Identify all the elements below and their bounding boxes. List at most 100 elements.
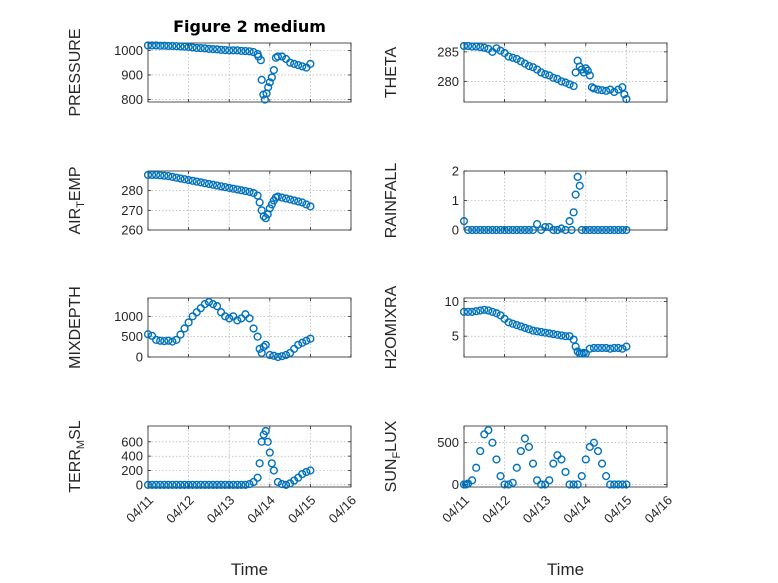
- data-point: [286, 195, 295, 204]
- data-point: [557, 224, 566, 233]
- data-point: [212, 181, 222, 190]
- data-point: [593, 85, 603, 94]
- data-point: [160, 171, 169, 180]
- axes-frame: [463, 425, 668, 488]
- data-point: [601, 225, 611, 235]
- data-point: [545, 329, 554, 338]
- data-point: [583, 66, 592, 75]
- series-markers: [143, 297, 315, 362]
- data-point: [508, 319, 517, 328]
- data-point: [581, 349, 590, 358]
- data-point: [269, 65, 278, 75]
- data-point: [597, 459, 607, 468]
- data-point: [204, 44, 214, 54]
- data-point: [176, 480, 185, 489]
- data-point: [484, 426, 493, 435]
- y-tick-label: 280: [437, 74, 459, 89]
- data-point: [569, 480, 578, 489]
- data-point: [156, 41, 165, 50]
- data-point: [508, 478, 517, 487]
- data-point: [459, 307, 469, 316]
- y-axis-label: H2OMIXRA: [383, 285, 400, 369]
- data-point: [294, 61, 303, 70]
- axes-frame: [147, 170, 352, 231]
- data-point: [476, 306, 485, 315]
- axes-frame: [147, 425, 352, 488]
- data-point: [261, 426, 270, 436]
- y-tick-label: 285: [437, 44, 459, 59]
- data-point: [188, 176, 197, 185]
- x-tick-label: 04/15: [285, 493, 319, 527]
- subplot-mixdepth: 0 500 1000 MIXDEPTH: [67, 286, 352, 369]
- data-point: [571, 342, 580, 351]
- data-point: [516, 57, 525, 66]
- data-point: [225, 480, 234, 489]
- data-point: [492, 455, 501, 464]
- data-point: [265, 350, 274, 360]
- data-point: [468, 42, 477, 51]
- series-markers: [143, 170, 315, 223]
- y-tick-label: 10: [445, 294, 459, 309]
- series-markers: [143, 41, 315, 104]
- data-point: [216, 480, 226, 489]
- data-point: [302, 200, 311, 209]
- data-point: [152, 480, 161, 489]
- data-point: [172, 335, 181, 345]
- data-point: [156, 336, 165, 345]
- data-point: [196, 304, 205, 313]
- data-point: [168, 172, 177, 182]
- data-point: [180, 324, 189, 333]
- data-point: [549, 225, 558, 235]
- data-point: [524, 325, 534, 334]
- data-point: [152, 170, 161, 180]
- data-point: [484, 225, 493, 235]
- series-markers: [459, 426, 631, 489]
- data-point: [204, 179, 214, 189]
- data-point: [476, 446, 485, 456]
- data-point: [614, 343, 623, 353]
- data-point: [264, 83, 273, 92]
- data-point: [537, 327, 546, 337]
- data-point: [593, 343, 603, 353]
- data-point: [208, 480, 218, 489]
- data-point: [561, 78, 570, 87]
- data-point: [208, 45, 218, 54]
- data-point: [520, 434, 530, 443]
- data-point: [472, 225, 481, 235]
- data-point: [241, 186, 250, 196]
- y-tick-label: 280: [121, 183, 143, 198]
- data-point: [221, 312, 230, 321]
- data-point: [468, 225, 477, 235]
- data-point: [265, 204, 274, 213]
- data-point: [504, 225, 513, 235]
- y-tick-label: 200: [121, 463, 143, 478]
- data-point: [147, 41, 157, 50]
- data-point: [549, 73, 558, 82]
- data-point: [245, 187, 254, 196]
- data-point: [620, 90, 629, 99]
- data-point: [480, 225, 489, 235]
- data-point: [256, 56, 265, 65]
- data-point: [290, 196, 299, 205]
- data-point: [216, 308, 226, 317]
- y-tick-label: 0: [452, 477, 459, 492]
- data-point: [512, 320, 521, 330]
- data-point: [549, 329, 558, 339]
- data-point: [618, 344, 627, 353]
- data-point: [269, 351, 278, 360]
- series-markers: [143, 426, 315, 489]
- data-point: [237, 46, 246, 55]
- data-point: [581, 225, 590, 235]
- data-point: [581, 64, 590, 73]
- data-point: [245, 480, 254, 489]
- data-point: [277, 352, 287, 361]
- data-point: [143, 480, 153, 489]
- data-point: [281, 480, 291, 489]
- data-point: [221, 46, 230, 55]
- data-point: [241, 480, 250, 489]
- data-point: [265, 448, 274, 457]
- data-point: [233, 480, 242, 489]
- data-point: [537, 68, 546, 77]
- y-tick-label: 800: [121, 92, 143, 107]
- data-point: [520, 225, 530, 235]
